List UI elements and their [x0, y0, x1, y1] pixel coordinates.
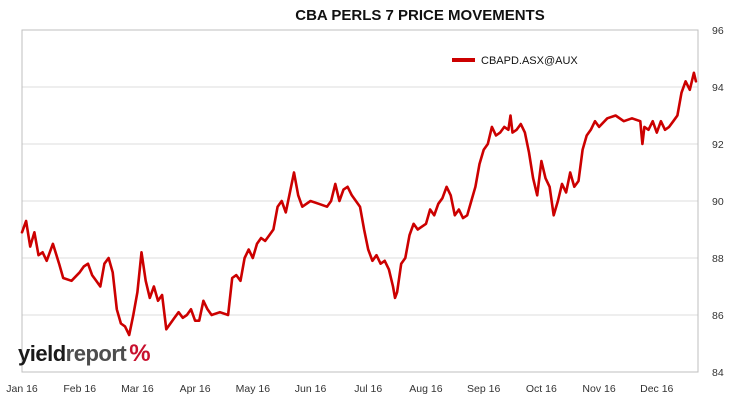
x-tick-label: Jul 16 [354, 383, 382, 395]
yieldreport-logo: yieldreport% [18, 340, 151, 367]
chart-title: CBA PERLS 7 PRICE MOVEMENTS [295, 7, 544, 24]
legend-label: CBAPD.ASX@AUX [481, 55, 578, 67]
plot-frame [21, 29, 699, 373]
x-tick-label: Oct 16 [526, 383, 557, 395]
y-axis: 84 86 88 90 92 94 96 [712, 25, 724, 379]
x-tick-label: Apr 16 [180, 383, 211, 395]
x-tick-label: Jan 16 [6, 383, 38, 395]
series-layer [20, 71, 698, 337]
x-tick-label: Mar 16 [121, 383, 154, 395]
x-axis: Jan 16 Feb 16 Mar 16 Apr 16 May 16 Jun 16 Jul … [6, 383, 673, 395]
x-tick-label: Feb 16 [63, 383, 96, 395]
x-tick-label: Jun 16 [295, 383, 327, 395]
series-line [20, 71, 698, 337]
x-tick-label: Dec 16 [640, 383, 673, 395]
y-tick-label: 88 [712, 253, 724, 265]
y-tick-label: 92 [712, 139, 724, 151]
x-tick-label: Sep 16 [467, 383, 500, 395]
y-tick-label: 90 [712, 196, 724, 208]
x-tick-label: Nov 16 [582, 383, 615, 395]
y-tick-label: 86 [712, 310, 724, 322]
grid-lines [22, 29, 698, 373]
x-tick-label: May 16 [236, 383, 271, 395]
y-tick-label: 96 [712, 25, 724, 37]
x-tick-label: Aug 16 [409, 383, 442, 395]
y-tick-label: 84 [712, 367, 724, 379]
legend: CBAPD.ASX@AUX [452, 55, 578, 67]
y-tick-label: 94 [712, 82, 724, 94]
